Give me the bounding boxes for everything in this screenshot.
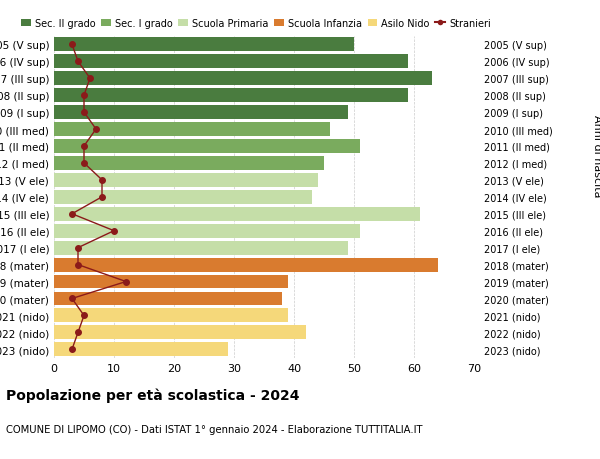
Bar [54,174,318,187]
Bar [54,89,408,103]
Bar [54,72,432,86]
Bar [54,342,228,357]
Bar [54,275,288,289]
Bar [54,123,330,137]
Bar [54,292,282,306]
Bar [54,258,438,272]
Text: Popolazione per età scolastica - 2024: Popolazione per età scolastica - 2024 [6,388,299,403]
Text: Anni di nascita: Anni di nascita [592,115,600,197]
Bar [54,207,420,221]
Bar [54,241,348,255]
Bar [54,38,354,52]
Bar [54,326,306,340]
Bar [54,55,408,69]
Bar [54,106,348,120]
Bar [54,309,288,323]
Legend: Sec. II grado, Sec. I grado, Scuola Primaria, Scuola Infanzia, Asilo Nido, Stran: Sec. II grado, Sec. I grado, Scuola Prim… [21,19,491,28]
Text: COMUNE DI LIPOMO (CO) - Dati ISTAT 1° gennaio 2024 - Elaborazione TUTTITALIA.IT: COMUNE DI LIPOMO (CO) - Dati ISTAT 1° ge… [6,425,422,435]
Bar [54,224,360,238]
Bar [54,140,360,154]
Bar [54,190,312,204]
Bar [54,157,324,170]
